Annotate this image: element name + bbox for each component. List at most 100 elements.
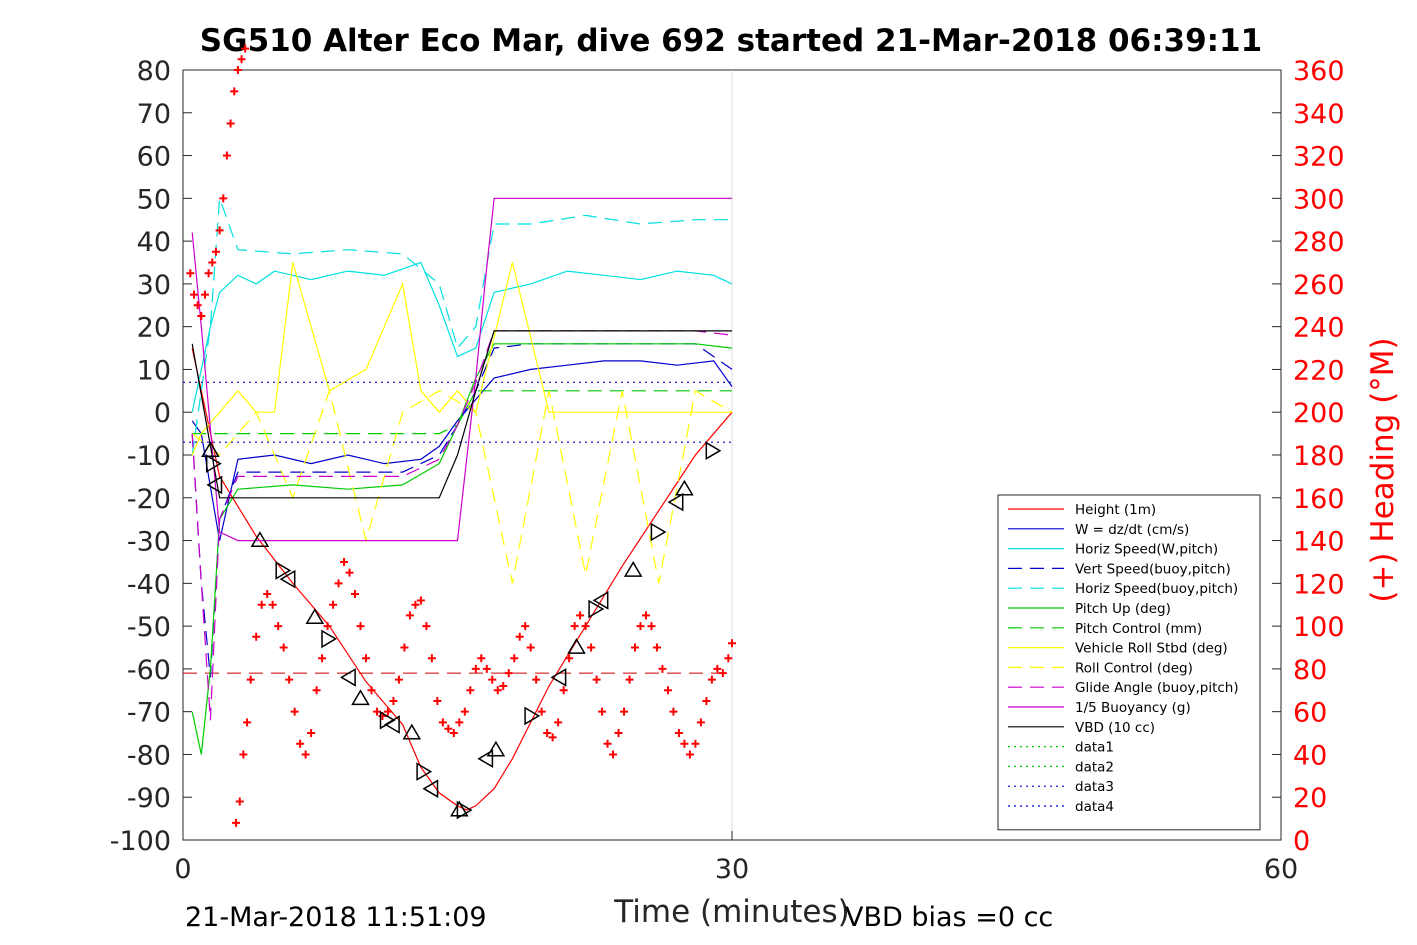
legend-entry: Height (1m) <box>1075 502 1156 518</box>
y-tick-label: -60 <box>127 655 171 686</box>
heading-point <box>219 194 228 203</box>
y-tick-label: -30 <box>127 527 171 558</box>
heading-point <box>383 707 392 716</box>
heading-point <box>211 247 220 256</box>
series <box>183 197 733 811</box>
triangle-marker <box>486 740 506 757</box>
x-tick-label: 60 <box>1264 854 1298 885</box>
legend-entry: Pitch Up (deg) <box>1075 601 1171 617</box>
legend-entry: Pitch Control (mm) <box>1075 621 1202 637</box>
heading-point <box>243 718 252 727</box>
y-axis-right-label: (+) Heading (°M) <box>1365 337 1401 602</box>
heading-point <box>232 818 241 827</box>
legend-entry: 1/5 Buoyancy (g) <box>1075 700 1191 716</box>
heading-point <box>438 718 447 727</box>
heading-point <box>504 669 513 678</box>
series-line <box>191 330 732 499</box>
y-right-tick-label: 180 <box>1293 441 1345 472</box>
heading-point <box>685 750 694 759</box>
heading-point <box>362 654 370 663</box>
heading-point <box>235 797 244 806</box>
heading-point <box>680 739 689 748</box>
y-right-tick-label: 120 <box>1293 569 1345 600</box>
series-line <box>191 261 733 413</box>
heading-point <box>290 707 299 716</box>
y-tick-label: -100 <box>110 826 171 857</box>
heading-point <box>482 664 491 673</box>
heading-point <box>592 675 601 684</box>
heading-point <box>433 696 442 705</box>
heading-point <box>422 622 431 631</box>
triangle-marker <box>305 608 325 624</box>
triangle-marker <box>416 762 433 781</box>
heading-point <box>493 686 502 695</box>
legend-entry: data3 <box>1075 779 1114 795</box>
heading-point <box>356 622 365 631</box>
heading-point <box>226 119 235 128</box>
y-tick-label: 20 <box>137 313 171 344</box>
heading-point <box>521 622 530 631</box>
heading-point <box>318 654 327 663</box>
y-tick-label: -20 <box>127 484 171 515</box>
y-right-tick-label: 220 <box>1293 355 1345 386</box>
series-line <box>191 197 732 542</box>
footer-vbd-bias: VBD bias =0 cc <box>845 902 1053 933</box>
heading-point <box>581 622 590 631</box>
heading-point <box>674 729 683 738</box>
heading-point <box>186 269 195 278</box>
heading-point <box>471 664 480 673</box>
heading-point <box>307 729 316 738</box>
heading-point <box>669 707 678 716</box>
heading-point <box>215 226 224 235</box>
triangle-marker <box>201 441 220 458</box>
heading-point <box>230 87 239 96</box>
triangle-marker <box>705 441 722 461</box>
heading-point <box>620 707 629 716</box>
heading-point <box>444 724 453 733</box>
heading-point <box>713 664 722 673</box>
heading-point <box>237 55 246 64</box>
heading-point <box>246 675 255 684</box>
heading-point <box>537 707 546 716</box>
x-axis-label: Time (minutes) <box>613 894 849 930</box>
y-right-tick-label: 140 <box>1293 527 1345 558</box>
y-tick-label: -90 <box>127 783 171 814</box>
triangle-marker <box>592 591 609 610</box>
heading-point <box>614 729 623 738</box>
series-line <box>191 330 733 721</box>
y-tick-label: 0 <box>154 398 171 429</box>
heading-point <box>405 611 414 620</box>
legend-entry: VBD (10 cc) <box>1075 720 1155 736</box>
heading-point <box>334 579 343 588</box>
y-tick-label: -10 <box>127 441 171 472</box>
footer-timestamp: 21-Mar-2018 11:51:09 <box>185 902 487 933</box>
series-line <box>191 360 733 541</box>
heading-point <box>548 733 557 742</box>
heading-point <box>543 729 552 738</box>
legend-entry: Glide Angle (buoy,pitch) <box>1075 680 1239 696</box>
heading-point <box>702 696 711 705</box>
legend: Height (1m) W = dz/dt (cm/s) Horiz Speed(W… <box>997 494 1261 831</box>
heading-point <box>691 739 700 748</box>
triangle-marker <box>351 689 370 706</box>
series-line <box>191 388 733 584</box>
y-tick-label: 80 <box>137 56 171 87</box>
heading-point <box>609 750 618 759</box>
heading-point <box>663 686 672 695</box>
heading-point <box>526 643 535 652</box>
heading-point <box>718 669 727 678</box>
heading-point <box>274 622 283 631</box>
triangle-marker <box>567 638 586 654</box>
heading-point <box>312 686 321 695</box>
heading-point <box>323 622 332 631</box>
heading-point <box>400 643 409 652</box>
y-right-tick-label: 60 <box>1293 698 1327 729</box>
heading-point <box>636 622 645 631</box>
heading-point <box>239 750 248 759</box>
heading-point <box>427 654 436 663</box>
triangle-marker <box>250 531 270 547</box>
y-right-tick-label: 100 <box>1293 612 1345 643</box>
y-tick-label: -40 <box>127 569 171 600</box>
heading-point <box>477 654 486 663</box>
triangle-marker <box>588 599 605 619</box>
